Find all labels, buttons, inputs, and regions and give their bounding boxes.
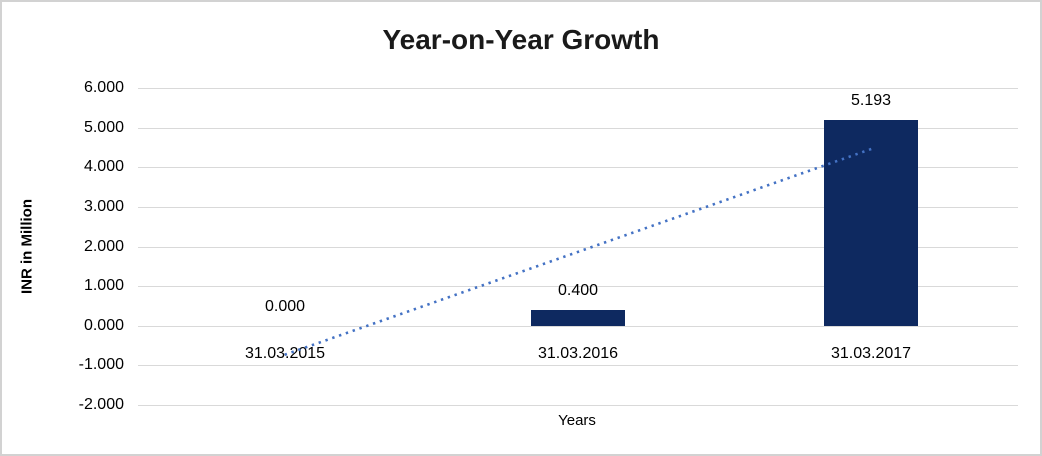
x-axis-title: Years [558, 412, 596, 429]
bar-value-label: 5.193 [850, 92, 892, 109]
gridline [138, 365, 1018, 366]
chart-title: Year-on-Year Growth [382, 24, 660, 55]
y-tick-label: 5.000 [83, 119, 124, 136]
gridline [138, 88, 1018, 89]
y-tick-label: -1.000 [78, 356, 124, 373]
y-tick-label: 1.000 [83, 277, 124, 294]
y-tick-label: 6.000 [83, 79, 124, 96]
category-label: 31.03.2015 [244, 345, 326, 362]
y-tick-label: 0.000 [83, 317, 124, 334]
y-tick-label: 2.000 [83, 238, 124, 255]
bar-value-label: 0.000 [264, 298, 306, 315]
category-label: 31.03.2017 [830, 345, 912, 362]
bar [531, 310, 625, 326]
y-axis-title: INR in Million [18, 199, 36, 294]
gridline [138, 405, 1018, 406]
y-tick-label: 4.000 [83, 158, 124, 175]
bar [824, 120, 918, 326]
gridline [138, 326, 1018, 327]
bar-value-label: 0.400 [557, 282, 599, 299]
category-label: 31.03.2016 [537, 345, 619, 362]
y-tick-label: 3.000 [83, 198, 124, 215]
gridline [138, 128, 1018, 129]
y-tick-label: -2.000 [78, 396, 124, 413]
